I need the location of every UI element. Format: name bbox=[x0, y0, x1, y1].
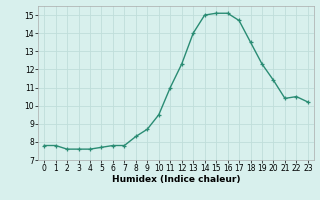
X-axis label: Humidex (Indice chaleur): Humidex (Indice chaleur) bbox=[112, 175, 240, 184]
